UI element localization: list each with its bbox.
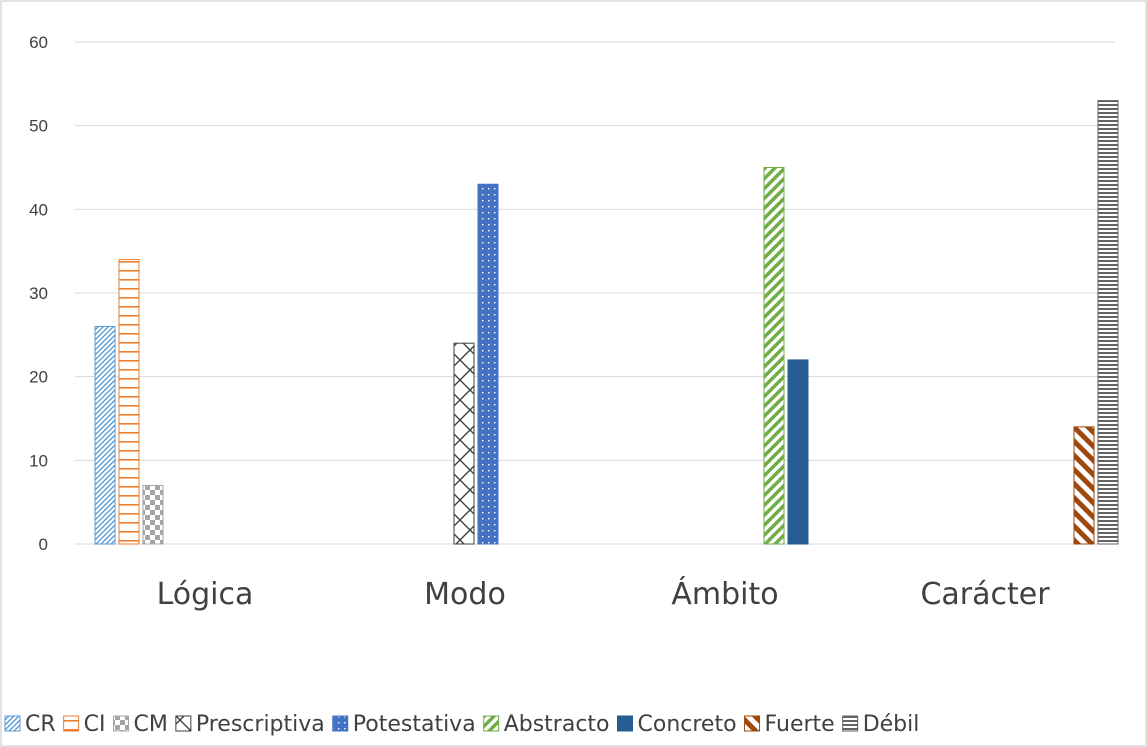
legend-swatch-abstracto — [483, 715, 500, 732]
y-tick-label: 40 — [29, 200, 48, 219]
y-tick-label: 10 — [29, 451, 48, 470]
legend-label-fuerte: Fuerte — [765, 712, 835, 737]
bar-prescriptiva-modo — [453, 342, 475, 545]
legend-label-potestativa: Potestativa — [353, 712, 476, 737]
x-category-label: Lógica — [157, 577, 254, 612]
legend-swatch-ci — [63, 715, 80, 732]
bars — [94, 100, 1119, 545]
legend-label-abstracto: Abstracto — [504, 712, 610, 737]
legend-swatch-prescriptiva — [175, 715, 192, 732]
legend-label-ci: CI — [84, 712, 106, 737]
legend-swatch-fuerte — [744, 715, 761, 732]
legend-swatch-concreto — [617, 715, 633, 732]
y-axis-ticks: 0 10 20 30 40 50 60 — [29, 33, 48, 554]
legend: CR CI CM Prescriptiva Potestativa Abstracto Co… — [4, 712, 920, 737]
bar-abstracto-ambito — [763, 167, 785, 545]
bar-ci-logica — [118, 259, 140, 545]
legend-swatch-cr — [4, 715, 21, 732]
legend-label-cm: CM — [134, 712, 168, 737]
legend-swatch-potestativa — [332, 715, 349, 732]
bar-concreto-ambito — [787, 359, 809, 545]
x-category-label: Carácter — [920, 577, 1050, 612]
y-tick-label: 20 — [29, 368, 48, 387]
bar-fuerte-caracter — [1073, 426, 1095, 545]
legend-swatch-debil — [842, 715, 859, 732]
x-axis-categories: Lógica Modo Ámbito Carácter — [157, 576, 1051, 612]
legend-label-cr: CR — [25, 712, 56, 737]
legend-swatch-cm — [113, 715, 130, 732]
x-category-label: Ámbito — [671, 576, 778, 612]
y-tick-label: 50 — [29, 117, 48, 136]
bar-debil-caracter — [1097, 100, 1119, 545]
y-tick-label: 30 — [29, 284, 48, 303]
legend-label-prescriptiva: Prescriptiva — [196, 712, 325, 737]
x-category-label: Modo — [424, 577, 506, 612]
legend-label-concreto: Concreto — [638, 712, 737, 737]
y-tick-label: 60 — [29, 33, 48, 52]
bar-cr-logica — [94, 325, 116, 545]
legend-label-debil: Débil — [863, 712, 920, 737]
gridlines — [75, 41, 1115, 545]
bar-cm-logica — [142, 484, 164, 545]
bar-potestativa-modo — [477, 183, 499, 545]
y-tick-label: 0 — [39, 535, 48, 554]
